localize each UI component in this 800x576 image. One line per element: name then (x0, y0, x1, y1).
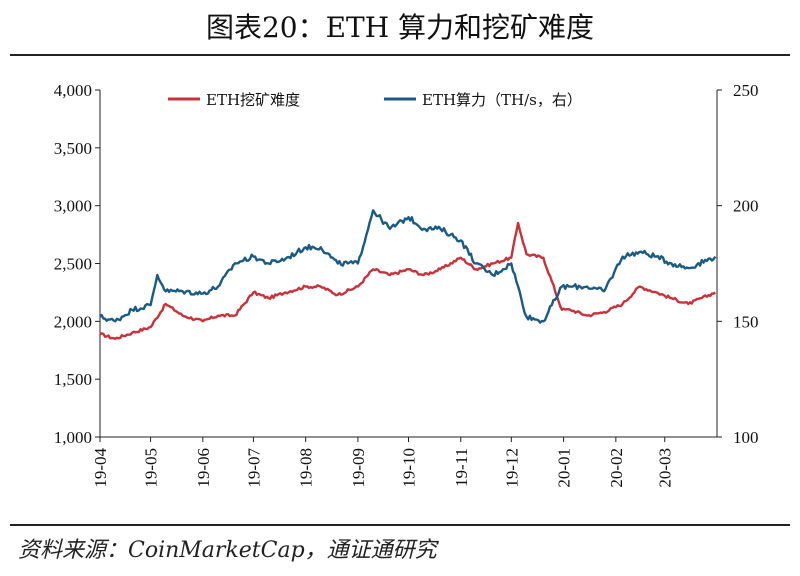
x-tick-label: 20-01 (555, 448, 574, 488)
legend: ETH挖矿难度 ETH算力（TH/s，右） (168, 91, 582, 109)
series-line-2 (99, 209, 717, 324)
source-note: 资料来源：CoinMarketCap，通证通研究 (18, 538, 437, 563)
x-tick-label: 19-08 (297, 448, 316, 488)
y-right-tick-label: 250 (733, 81, 759, 100)
legend-label-1: ETH挖矿难度 (206, 91, 300, 109)
x-tick-label: 19-11 (452, 448, 471, 487)
y-left-tick-label: 1,000 (54, 428, 92, 447)
series-layer (99, 209, 717, 340)
y-left-tick-label: 2,500 (54, 255, 92, 274)
y-right-tick-label: 100 (733, 428, 759, 447)
y-right-tick-label: 200 (733, 197, 759, 216)
y-left-tick-label: 2,000 (54, 312, 92, 331)
y-left-tick-label: 3,500 (54, 139, 92, 158)
x-tick-label: 19-05 (142, 448, 161, 488)
x-tick-label: 19-09 (349, 448, 368, 488)
chart-title: 图表20：ETH 算力和挖矿难度 (205, 11, 595, 44)
x-tick-label: 19-07 (244, 448, 263, 488)
x-tick-label: 19-12 (502, 448, 521, 488)
bottom-rule (10, 524, 790, 526)
y-left-tick-label: 3,000 (54, 197, 92, 216)
x-tick-label: 19-10 (400, 448, 419, 488)
top-rule (10, 54, 790, 56)
y-left-tick-label: 1,500 (54, 370, 92, 389)
x-tick-label: 20-03 (656, 448, 675, 488)
dual-axis-line-chart: 1,000 1,500 2,000 2,500 3,000 3,500 4,000 100 15… (54, 81, 759, 488)
series-line-1 (99, 221, 717, 340)
y-left-tick-label: 4,000 (54, 81, 92, 100)
y-right-tick-label: 150 (733, 312, 759, 331)
legend-label-2: ETH算力（TH/s，右） (422, 91, 582, 109)
x-tick-label: 20-02 (607, 448, 626, 488)
x-tick-label: 19-06 (194, 448, 213, 488)
x-tick-label: 19-04 (91, 448, 110, 488)
axes: 1,000 1,500 2,000 2,500 3,000 3,500 4,000 100 15… (54, 81, 759, 488)
